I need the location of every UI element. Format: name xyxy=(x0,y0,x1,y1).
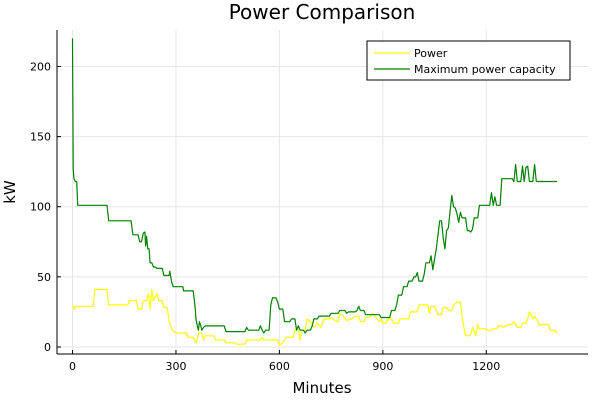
axes xyxy=(56,30,588,355)
x-tick-label: 600 xyxy=(269,360,290,373)
series-line-max-capacity xyxy=(71,38,557,334)
y-tick-label: 50 xyxy=(37,271,51,284)
x-tick-label: 0 xyxy=(69,360,76,373)
y-tick-label: 200 xyxy=(30,60,51,73)
tick-labels: 0 300 600 900 1200 0 50 100 150 200 xyxy=(30,60,500,373)
x-tick-label: 900 xyxy=(372,360,393,373)
legend-label-max-capacity: Maximum power capacity xyxy=(414,63,556,76)
legend: Power Maximum power capacity xyxy=(366,40,571,81)
x-axis-label: Minutes xyxy=(292,379,351,397)
series-line-power xyxy=(71,288,558,347)
x-tick-label: 1200 xyxy=(472,360,500,373)
legend-label-power: Power xyxy=(414,47,448,60)
y-tick-label: 150 xyxy=(30,131,51,144)
y-axis-label: kW xyxy=(1,180,19,204)
series-lines xyxy=(71,38,558,347)
legend-box xyxy=(366,40,571,81)
chart-title: Power Comparison xyxy=(229,0,416,24)
y-tick-label: 100 xyxy=(30,201,51,214)
x-tick-label: 300 xyxy=(165,360,186,373)
y-tick-label: 0 xyxy=(44,341,51,354)
